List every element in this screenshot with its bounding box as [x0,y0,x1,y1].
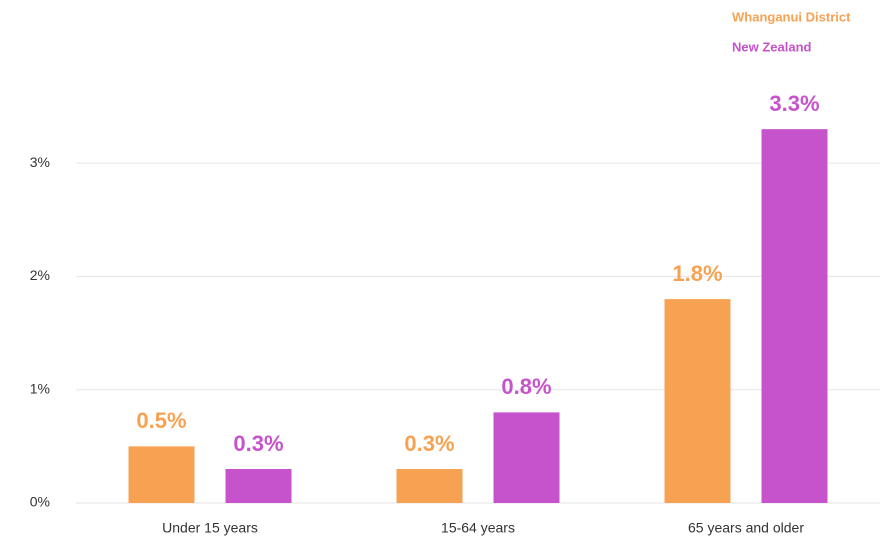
bar [664,299,731,503]
y-tick-label: 2% [30,267,50,283]
bar [396,469,463,503]
bar [761,129,828,503]
value-label: 0.5% [136,408,186,433]
x-tick-label: 65 years and older [688,520,804,536]
bar [493,412,560,503]
y-tick-label: 1% [30,380,50,396]
value-label: 3.3% [769,91,819,116]
bar [225,469,292,503]
x-tick-label: 15-64 years [441,520,515,536]
y-tick-label: 3% [30,154,50,170]
x-tick-label: Under 15 years [162,520,258,536]
legend-entry: New Zealand [732,39,812,54]
value-label: 0.3% [233,431,283,456]
value-label: 1.8% [672,261,722,286]
bar [128,446,195,503]
value-label: 0.8% [501,374,551,399]
legend-entry: Whanganui District [732,9,851,24]
y-tick-label: 0% [30,494,50,510]
value-label: 0.3% [404,431,454,456]
